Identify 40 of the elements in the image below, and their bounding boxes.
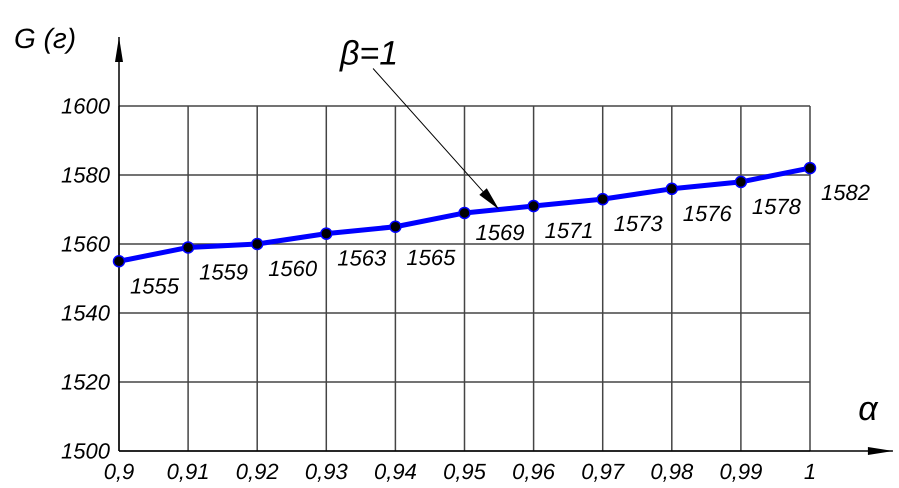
- x-tick-label: 0,94: [374, 459, 417, 484]
- point: [666, 182, 678, 196]
- y-tick-label: 1580: [61, 162, 111, 188]
- point: [458, 206, 471, 220]
- data-label: 1565: [406, 245, 456, 270]
- x-tick-label: 0,96: [512, 459, 556, 484]
- y-tick-label: 1560: [61, 232, 111, 256]
- data-label: 1573: [614, 211, 664, 236]
- data-label: 1578: [752, 194, 802, 219]
- x-tick-label: 0,92: [236, 459, 279, 484]
- y-axis-title: G (г): [14, 23, 76, 54]
- data-label: 1560: [268, 256, 318, 281]
- x-tick-label: 1: [804, 459, 816, 484]
- point: [112, 255, 126, 268]
- data-label: 1582: [821, 180, 870, 206]
- x-tick-label: 0,98: [650, 459, 694, 484]
- point: [389, 220, 402, 233]
- point: [596, 192, 609, 206]
- data-label: 1571: [544, 218, 594, 244]
- y-tick-label: 1600: [61, 94, 111, 118]
- y-tick-label: 1520: [61, 370, 111, 394]
- data-label: 1569: [476, 220, 524, 245]
- x-tick-label: 0,97: [581, 459, 625, 484]
- x-axis-title: α: [858, 390, 880, 428]
- x-tick-label: 0,93: [304, 459, 348, 484]
- point: [320, 227, 333, 240]
- point: [182, 241, 194, 254]
- y-tick-label: 1540: [61, 300, 111, 326]
- data-label: 1555: [130, 273, 180, 298]
- data-label: 1563: [337, 246, 388, 271]
- data-label: 1576: [682, 200, 733, 226]
- point: [527, 200, 540, 212]
- point: [734, 176, 748, 188]
- point: [250, 238, 264, 250]
- point: [804, 162, 816, 174]
- annotation: β=1: [338, 34, 398, 72]
- x-tick-label: 0,91: [166, 459, 210, 484]
- data-label: 1559: [199, 259, 248, 284]
- x-tick-label: 0,99: [719, 459, 762, 484]
- x-tick-label: 0,95: [443, 459, 487, 484]
